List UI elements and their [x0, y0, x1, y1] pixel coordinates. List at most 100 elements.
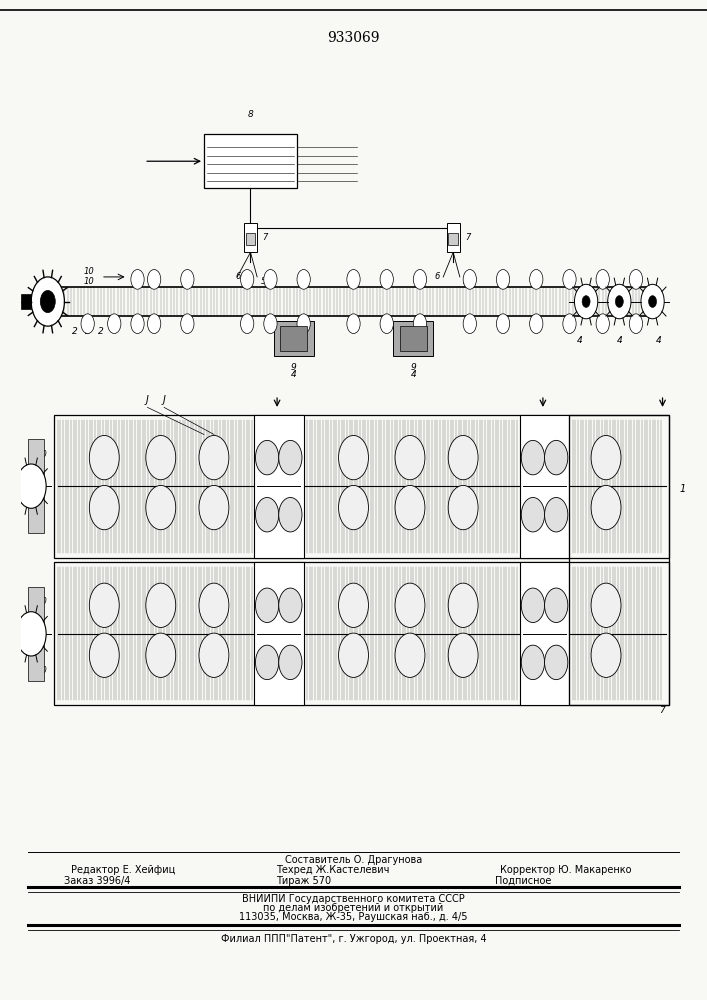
- Circle shape: [148, 270, 160, 289]
- Circle shape: [255, 588, 279, 623]
- Bar: [28, 439, 45, 533]
- Bar: [447, 223, 460, 252]
- Text: 933069: 933069: [327, 31, 380, 45]
- Circle shape: [591, 583, 621, 627]
- Text: 10: 10: [83, 267, 94, 276]
- Bar: [28, 587, 45, 681]
- Circle shape: [146, 435, 176, 480]
- Circle shape: [448, 583, 478, 627]
- Circle shape: [521, 588, 544, 623]
- Circle shape: [279, 497, 302, 532]
- Circle shape: [563, 270, 576, 289]
- Circle shape: [264, 270, 277, 289]
- Bar: [520, 415, 569, 558]
- Bar: [54, 415, 669, 558]
- Circle shape: [339, 633, 368, 677]
- Text: 6: 6: [235, 272, 240, 281]
- Circle shape: [591, 435, 621, 480]
- Circle shape: [146, 583, 176, 627]
- Text: 4: 4: [411, 370, 416, 379]
- Circle shape: [347, 270, 360, 289]
- Bar: [281, 326, 307, 351]
- Circle shape: [648, 296, 657, 307]
- Bar: [274, 321, 314, 356]
- Circle shape: [255, 497, 279, 532]
- Circle shape: [240, 270, 254, 289]
- Bar: [21, 294, 31, 309]
- Circle shape: [463, 270, 477, 289]
- Circle shape: [629, 270, 643, 289]
- Circle shape: [131, 314, 144, 334]
- Circle shape: [279, 440, 302, 475]
- Circle shape: [521, 497, 544, 532]
- Circle shape: [530, 314, 543, 334]
- Circle shape: [199, 435, 229, 480]
- Text: 2: 2: [71, 327, 77, 336]
- Circle shape: [240, 314, 254, 334]
- Circle shape: [339, 485, 368, 530]
- Bar: [244, 223, 257, 252]
- Circle shape: [40, 290, 55, 313]
- Circle shape: [414, 270, 426, 289]
- Circle shape: [448, 633, 478, 677]
- Text: 5: 5: [463, 277, 469, 286]
- Text: Филиал ППП"Патент", г. Ужгород, ул. Проектная, 4: Филиал ППП"Патент", г. Ужгород, ул. Прое…: [221, 934, 486, 944]
- Circle shape: [414, 314, 426, 334]
- Text: 4: 4: [291, 370, 296, 379]
- Circle shape: [395, 633, 425, 677]
- Text: J: J: [146, 395, 149, 405]
- Circle shape: [544, 497, 568, 532]
- Circle shape: [199, 633, 229, 677]
- Circle shape: [146, 485, 176, 530]
- Circle shape: [530, 270, 543, 289]
- Circle shape: [395, 435, 425, 480]
- Bar: [448, 233, 458, 245]
- Circle shape: [463, 314, 477, 334]
- Bar: [254, 562, 304, 705]
- Circle shape: [89, 633, 119, 677]
- Circle shape: [629, 314, 643, 334]
- Bar: [570, 415, 670, 705]
- Text: 6: 6: [435, 272, 440, 281]
- Text: Подписное: Подписное: [495, 876, 551, 886]
- Circle shape: [608, 284, 631, 319]
- Circle shape: [339, 583, 368, 627]
- Text: 10: 10: [83, 277, 94, 286]
- Circle shape: [146, 633, 176, 677]
- Bar: [54, 562, 669, 705]
- Circle shape: [496, 314, 510, 334]
- Text: Редактор Е. Хейфиц: Редактор Е. Хейфиц: [71, 865, 175, 875]
- Bar: [400, 326, 426, 351]
- Circle shape: [255, 440, 279, 475]
- Circle shape: [591, 633, 621, 677]
- Bar: [393, 321, 433, 356]
- Text: 10: 10: [38, 632, 48, 641]
- Circle shape: [496, 270, 510, 289]
- Circle shape: [279, 645, 302, 680]
- Circle shape: [255, 645, 279, 680]
- Text: Составитель О. Драгунова: Составитель О. Драгунова: [285, 855, 422, 865]
- Text: J: J: [163, 395, 165, 405]
- Circle shape: [297, 270, 310, 289]
- Text: 5: 5: [260, 277, 266, 286]
- Circle shape: [521, 440, 544, 475]
- Circle shape: [615, 296, 624, 307]
- Circle shape: [380, 314, 393, 334]
- Circle shape: [521, 645, 544, 680]
- Text: Корректор Ю. Макаренко: Корректор Ю. Макаренко: [500, 865, 631, 875]
- Text: 9: 9: [411, 363, 416, 372]
- Circle shape: [395, 485, 425, 530]
- Circle shape: [264, 314, 277, 334]
- Circle shape: [347, 314, 360, 334]
- Text: 7: 7: [464, 233, 470, 242]
- Circle shape: [575, 284, 597, 319]
- Circle shape: [89, 485, 119, 530]
- Text: Заказ 3996/4: Заказ 3996/4: [64, 876, 130, 886]
- Circle shape: [148, 314, 160, 334]
- Bar: [254, 415, 304, 558]
- Text: Тираж 570: Тираж 570: [276, 876, 332, 886]
- Text: 7: 7: [660, 706, 665, 715]
- Circle shape: [591, 485, 621, 530]
- Circle shape: [380, 270, 393, 289]
- Circle shape: [395, 583, 425, 627]
